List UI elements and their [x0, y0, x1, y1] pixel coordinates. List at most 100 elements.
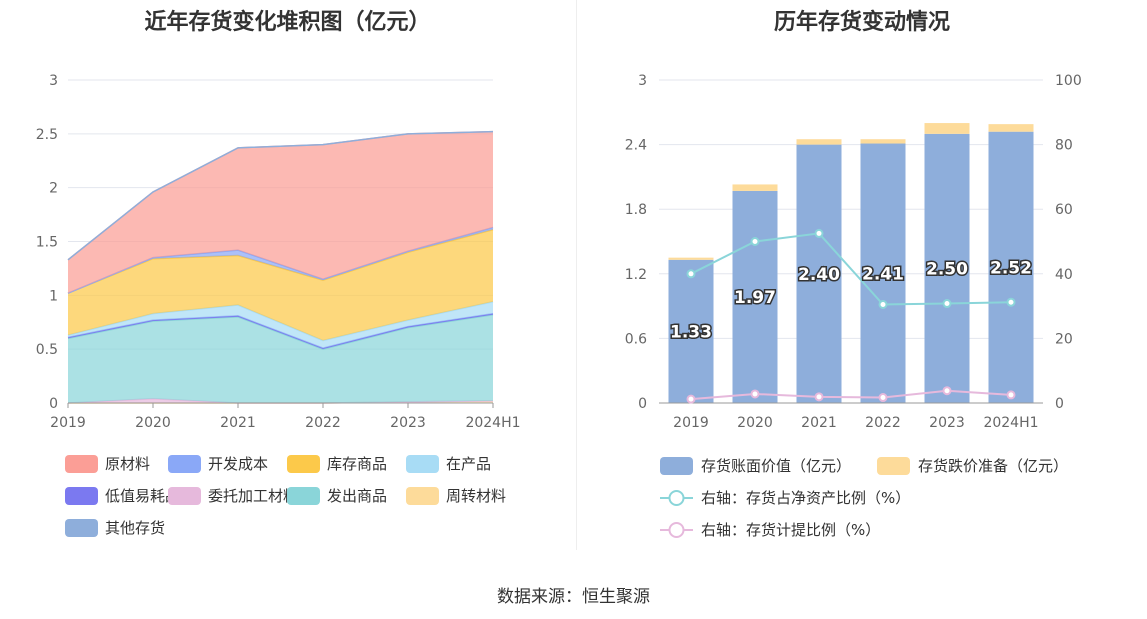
y-tick-label: 1: [49, 288, 58, 304]
bar-存货跌价准备（亿元）: [924, 123, 970, 134]
point-右轴：存货计提比例（%）: [750, 389, 760, 399]
point-右轴：存货占净资产比例（%）: [1006, 297, 1016, 307]
bar-data-label: 2.52: [990, 258, 1032, 278]
area-line-其他存货: [67, 130, 494, 261]
y-tick-label: 1.5: [36, 235, 58, 251]
y2-tick-label: 40: [1055, 267, 1073, 283]
y-tick-label: 3: [49, 73, 58, 89]
bar-data-label: 2.41: [862, 264, 904, 284]
line-右轴：存货计提比例（%）: [690, 389, 1012, 401]
x-tick-label: 2024H1: [983, 415, 1038, 431]
legend-label-右轴：存货占净资产比例（%）: 右轴：存货占净资产比例（%）: [701, 489, 910, 507]
stacked-area-chart-panel: 近年存货变化堆积图（亿元） 0 0.5 1 1.5 2 2.5 3 2019 2020 2021 2…: [0, 0, 575, 550]
x-tick-label: 2019: [673, 415, 709, 431]
y-tick-label: 0.6: [625, 331, 647, 347]
bar-line-chart: 0 0 0.6 20 1.2 40 1.8 60 2.4 80 3 100 2019 2020 2021 20…: [625, 73, 1082, 539]
point-右轴：存货占净资产比例（%）: [878, 299, 888, 309]
legend-swatch-委托加工材料: [168, 487, 201, 505]
y2-tick-label: 0: [1055, 396, 1064, 412]
x-tick-label: 2021: [220, 415, 256, 431]
x-tick-label: 2023: [390, 415, 426, 431]
legend-label-发出商品: 发出商品: [327, 487, 387, 505]
bar-data-label: 2.40: [798, 265, 840, 285]
legend-swatch-存货账面价值（亿元）: [660, 457, 693, 475]
left-chart-title: 近年存货变化堆积图（亿元）: [144, 10, 431, 35]
bar-存货账面价值（亿元）: [796, 144, 842, 403]
point-右轴：存货计提比例（%）: [878, 393, 888, 403]
bar-存货跌价准备（亿元）: [668, 257, 714, 260]
bar-存货账面价值（亿元）: [988, 131, 1034, 403]
area-原材料: [68, 131, 493, 294]
point-右轴：存货计提比例（%）: [686, 394, 696, 404]
legend-label-开发成本: 开发成本: [208, 455, 268, 473]
legend-marker-右轴：存货占净资产比例（%）: [668, 490, 685, 506]
legend-swatch-周转材料: [406, 487, 439, 505]
y-tick-label: 2.5: [36, 127, 58, 143]
bar-line-chart-panel: 历年存货变动情况 0 0 0.6 20 1.2 40 1.8 60 2.4 80 3 100 2019 2…: [577, 0, 1147, 550]
y-tick-label: 0.5: [36, 342, 58, 358]
y-tick-label: 1.2: [625, 267, 647, 283]
bar-存货账面价值（亿元）: [668, 259, 714, 403]
y-tick-label: 2: [49, 181, 58, 197]
stacked-area-chart: 0 0.5 1 1.5 2 2.5 3 2019 2020 2021 2022 2023 2024H1 原…: [36, 73, 521, 537]
bar-存货账面价值（亿元）: [732, 190, 778, 403]
legend-marker-右轴：存货计提比例（%）: [668, 522, 685, 538]
legend-swatch-在产品: [406, 455, 439, 473]
bar-存货账面价值（亿元）: [924, 133, 970, 404]
point-右轴：存货占净资产比例（%）: [750, 237, 760, 246]
bar-存货账面价值（亿元）: [860, 143, 906, 404]
area-库存商品: [68, 229, 493, 341]
legend-label-在产品: 在产品: [446, 455, 491, 473]
bar-存货跌价准备（亿元）: [732, 184, 778, 191]
legend-label-存货账面价值（亿元）: 存货账面价值（亿元）: [701, 457, 851, 475]
area-在产品: [68, 301, 493, 349]
x-tick-label: 2021: [801, 415, 837, 431]
point-右轴：存货计提比例（%）: [1006, 390, 1016, 400]
legend-label-原材料: 原材料: [105, 455, 150, 473]
line-右轴：存货占净资产比例（%）: [690, 232, 1012, 306]
bar-存货跌价准备（亿元）: [860, 139, 906, 144]
point-右轴：存货占净资产比例（%）: [814, 228, 824, 238]
x-tick-label: 2023: [929, 415, 965, 431]
panel-divider: [576, 0, 577, 550]
legend-label-存货跌价准备（亿元）: 存货跌价准备（亿元）: [918, 457, 1068, 475]
legend-label-其他存货: 其他存货: [105, 519, 165, 537]
y2-tick-label: 100: [1055, 73, 1082, 89]
point-右轴：存货占净资产比例（%）: [942, 299, 952, 309]
bar-存货跌价准备（亿元）: [988, 124, 1034, 132]
legend-swatch-低值易耗品: [65, 487, 98, 505]
x-tick-label: 2020: [737, 415, 773, 431]
x-tick-label: 2024H1: [465, 415, 520, 431]
y2-tick-label: 20: [1055, 331, 1073, 347]
x-tick-label: 2022: [865, 415, 901, 431]
legend-label-委托加工材料: 委托加工材料: [208, 487, 298, 505]
right-chart-title: 历年存货变动情况: [773, 10, 950, 35]
x-tick-label: 2020: [135, 415, 171, 431]
legend-label-低值易耗品: 低值易耗品: [105, 487, 180, 505]
legend-label-周转材料: 周转材料: [446, 487, 506, 505]
y-tick-label: 0: [638, 396, 647, 412]
legend-swatch-库存商品: [287, 455, 320, 473]
legend-swatch-开发成本: [168, 455, 201, 473]
legend-label-库存商品: 库存商品: [327, 455, 387, 473]
y2-tick-label: 60: [1055, 202, 1073, 218]
y2-tick-label: 80: [1055, 138, 1073, 154]
data-source-label: 数据来源：恒生聚源: [497, 587, 650, 607]
area-委托加工材料: [68, 398, 493, 403]
y-tick-label: 3: [638, 73, 647, 89]
bar-data-label: 1.97: [734, 288, 776, 308]
x-tick-label: 2019: [50, 415, 86, 431]
point-右轴：存货计提比例（%）: [942, 386, 952, 396]
legend-swatch-存货跌价准备（亿元）: [877, 457, 910, 475]
legend-swatch-其他存货: [65, 519, 98, 537]
legend-swatch-原材料: [65, 455, 98, 473]
bar-data-label: 2.50: [926, 259, 968, 279]
bar-存货跌价准备（亿元）: [796, 139, 842, 145]
legend-swatch-发出商品: [287, 487, 320, 505]
y-tick-label: 2.4: [625, 138, 647, 154]
point-右轴：存货计提比例（%）: [814, 392, 824, 402]
point-右轴：存货占净资产比例（%）: [686, 269, 696, 279]
x-tick-label: 2022: [305, 415, 341, 431]
legend-label-右轴：存货计提比例（%）: 右轴：存货计提比例（%）: [701, 521, 880, 539]
y-tick-label: 0: [49, 396, 58, 412]
